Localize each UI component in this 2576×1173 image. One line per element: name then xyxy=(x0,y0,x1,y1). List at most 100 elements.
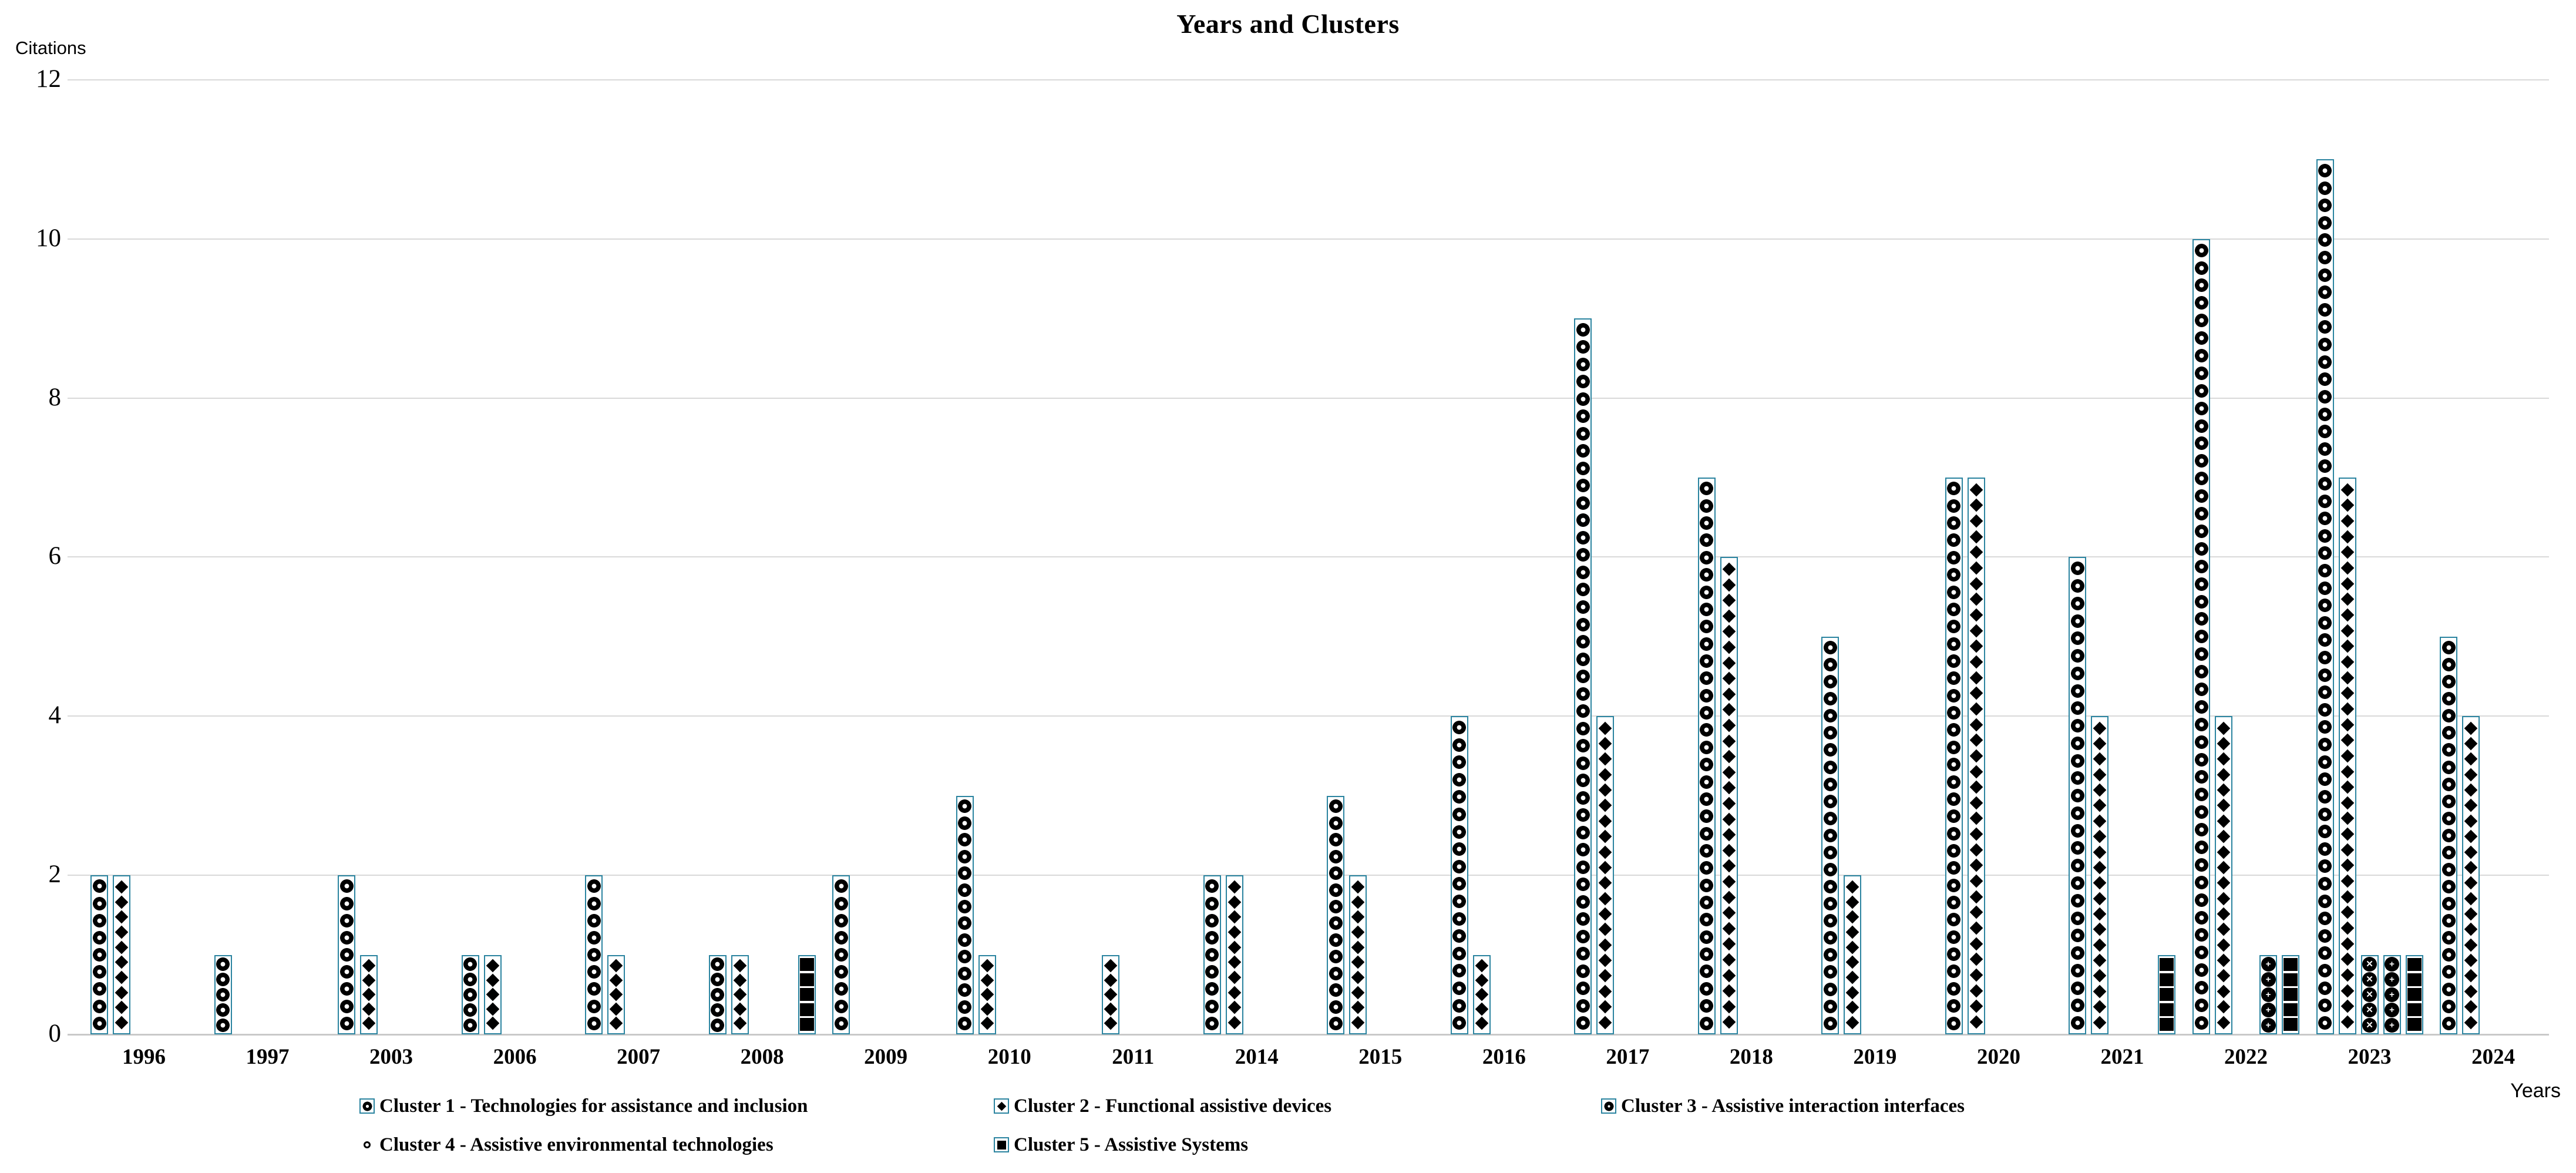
pattern-glyph xyxy=(115,910,129,924)
pattern-glyph xyxy=(2318,580,2333,596)
pattern-glyph xyxy=(2070,561,2085,576)
pattern-glyph xyxy=(2194,313,2209,328)
pattern-glyph xyxy=(957,882,973,898)
pattern-glyph xyxy=(2194,506,2209,522)
pattern-glyph xyxy=(1969,765,1983,778)
pattern-glyph xyxy=(833,999,849,1014)
pattern-glyph xyxy=(1575,790,1590,805)
pattern-glyph xyxy=(2464,1016,2478,1029)
pattern-glyph xyxy=(2194,997,2209,1013)
pattern-glyph xyxy=(2160,1018,2174,1031)
pattern-glyph xyxy=(1722,1015,1736,1029)
pattern-glyph xyxy=(799,988,814,1001)
pattern-glyph xyxy=(1946,498,1962,513)
pattern-glyph xyxy=(2217,892,2231,905)
pattern-glyph xyxy=(1575,478,1590,493)
bar-cluster1-2007 xyxy=(585,875,603,1034)
gridline-2 xyxy=(68,875,2549,876)
pattern-glyph xyxy=(2464,953,2478,967)
pattern-glyph xyxy=(115,1016,129,1030)
bar-cluster2-2022 xyxy=(2215,716,2232,1034)
pattern-glyph xyxy=(1452,789,1467,805)
pattern-glyph xyxy=(733,1002,746,1016)
pattern-glyph xyxy=(2318,702,2333,717)
pattern-glyph xyxy=(2441,742,2456,758)
pattern-glyph xyxy=(2194,945,2209,960)
pattern-glyph xyxy=(1228,970,1242,984)
pattern-glyph xyxy=(1822,674,1838,690)
pattern-glyph xyxy=(2093,907,2107,921)
pattern-glyph xyxy=(1722,593,1736,607)
pattern-glyph xyxy=(2318,737,2333,752)
pattern-glyph xyxy=(2318,389,2333,404)
legend-label-cluster-3: Cluster 3 - Assistive interaction interf… xyxy=(1621,1095,1965,1117)
pattern-glyph xyxy=(2093,1000,2107,1014)
pattern-glyph xyxy=(710,972,725,987)
pattern-glyph xyxy=(1699,791,1714,806)
pattern-glyph xyxy=(1599,923,1612,936)
pattern-glyph xyxy=(2340,671,2354,684)
pattern-glyph xyxy=(1575,530,1590,545)
pattern-glyph xyxy=(710,956,725,972)
gridline-6 xyxy=(68,556,2549,558)
pattern-glyph xyxy=(1969,718,1983,731)
pattern-glyph xyxy=(957,899,973,915)
pattern-glyph xyxy=(980,987,994,1001)
pattern-glyph xyxy=(1946,861,1962,876)
pattern-glyph xyxy=(1575,582,1590,597)
x-tick-label-2009: 2009 xyxy=(864,1045,908,1069)
legend-item-cluster-2: Cluster 2 - Functional assistive devices xyxy=(994,1093,1331,1120)
pattern-glyph xyxy=(2318,267,2333,283)
pattern-glyph xyxy=(2217,768,2231,782)
pattern-glyph xyxy=(1722,609,1736,623)
pattern-glyph xyxy=(463,1002,478,1017)
pattern-glyph xyxy=(1452,720,1467,735)
pattern-glyph xyxy=(1946,550,1962,565)
y-tick-label-8: 8 xyxy=(48,383,62,411)
pattern-glyph xyxy=(1969,639,1983,653)
pattern-glyph xyxy=(1228,1001,1242,1014)
pattern-glyph xyxy=(1722,859,1736,873)
pattern-glyph xyxy=(1846,880,1859,894)
pattern-glyph xyxy=(1722,749,1736,764)
pattern-glyph xyxy=(1699,533,1714,548)
pattern-glyph xyxy=(2194,243,2209,258)
pattern-glyph xyxy=(1575,808,1590,823)
pattern-glyph xyxy=(1722,765,1736,779)
pattern-glyph xyxy=(2093,969,2107,983)
pattern-glyph xyxy=(2093,1016,2107,1029)
pattern-glyph xyxy=(1969,827,1983,841)
x-tick-label-2010: 2010 xyxy=(987,1045,1031,1069)
pattern-glyph xyxy=(1946,964,1962,979)
pattern-glyph xyxy=(2217,1000,2231,1014)
pattern-glyph xyxy=(2464,861,2478,875)
bar-cluster1-2009 xyxy=(832,875,850,1034)
pattern-glyph xyxy=(1946,929,1962,945)
bar-cluster1-2003 xyxy=(338,875,356,1034)
pattern-glyph xyxy=(586,1016,601,1031)
pattern-glyph xyxy=(2340,530,2354,543)
pattern-glyph xyxy=(1328,966,1343,981)
pattern-glyph xyxy=(1104,959,1118,973)
pattern-glyph xyxy=(1599,814,1612,828)
pattern-glyph xyxy=(2194,647,2209,662)
pattern-glyph xyxy=(2464,907,2478,921)
pattern-glyph xyxy=(1699,550,1714,565)
pattern-glyph xyxy=(2217,737,2231,751)
pattern-glyph xyxy=(2194,717,2209,732)
pattern-glyph xyxy=(1822,759,1838,775)
pattern-glyph xyxy=(2318,511,2333,526)
pattern-glyph xyxy=(1599,752,1612,766)
pattern-glyph xyxy=(2217,969,2231,983)
pattern-glyph xyxy=(1599,737,1612,751)
pattern-glyph xyxy=(833,982,849,997)
pattern-glyph xyxy=(1699,774,1714,789)
pattern-glyph xyxy=(2093,752,2107,766)
pattern-glyph xyxy=(1452,1016,1467,1031)
pattern-glyph xyxy=(1822,708,1838,724)
legend-marker-cluster-5 xyxy=(994,1137,1009,1152)
pattern-glyph xyxy=(1722,953,1736,967)
pattern-glyph xyxy=(339,913,354,928)
pattern-glyph xyxy=(2340,686,2354,700)
